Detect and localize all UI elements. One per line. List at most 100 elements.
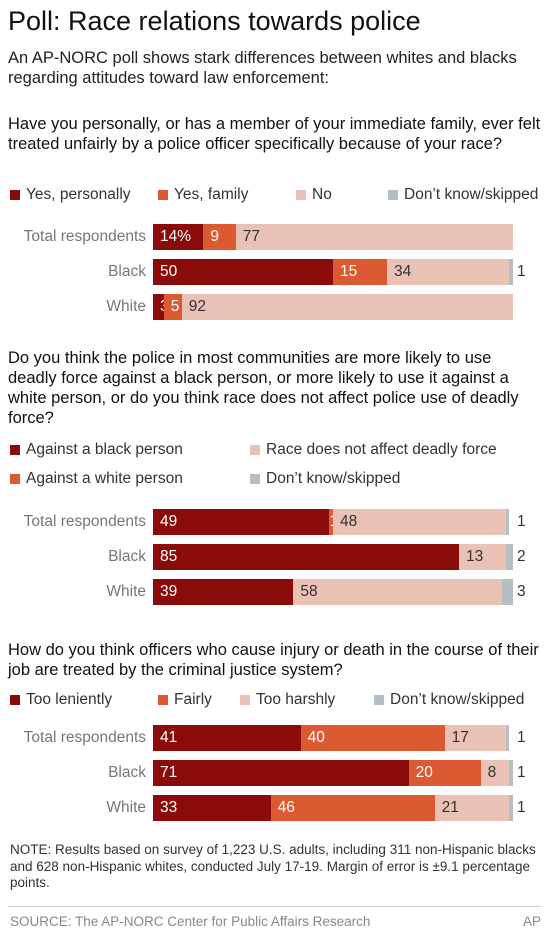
- question-3: How do you think officers who cause inju…: [8, 641, 539, 679]
- legend-item: Too leniently: [10, 691, 112, 709]
- row-label: Black: [108, 764, 146, 781]
- legend-label: Too leniently: [26, 691, 113, 708]
- data-label: 85: [160, 548, 178, 565]
- legend-swatch: [158, 695, 168, 705]
- bar-segment: [387, 259, 510, 285]
- data-label: 71: [160, 764, 178, 781]
- row-label: Black: [108, 548, 146, 565]
- data-label: 13: [466, 548, 484, 565]
- legend-swatch: [158, 190, 168, 200]
- question-1: Have you personally, or has a member of …: [8, 115, 541, 153]
- row-label: Total respondents: [23, 228, 146, 245]
- bar-segment: [153, 224, 204, 250]
- data-label: 1: [517, 764, 526, 781]
- bar-segment: [235, 224, 513, 250]
- data-label: 77: [242, 228, 261, 245]
- legend-label: Don’t know/skipped: [404, 186, 539, 203]
- row-label: Black: [108, 263, 146, 280]
- data-label: 41: [160, 729, 178, 746]
- legend-item: No: [296, 186, 332, 204]
- data-label: 21: [441, 799, 459, 816]
- bar-segment: [153, 795, 271, 821]
- data-label: 1: [517, 799, 526, 816]
- legend-swatch: [10, 474, 20, 484]
- page-subtitle: An AP-NORC poll shows stark differences …: [8, 49, 517, 87]
- bar-segment: [444, 725, 506, 751]
- bar-segment: [153, 259, 333, 285]
- bar-segment: [300, 725, 445, 751]
- bar-segment: [480, 760, 510, 786]
- bar-segment: [181, 294, 513, 320]
- legend-label: Don’t know/skipped: [266, 470, 401, 487]
- data-label: 33: [160, 799, 178, 816]
- legend-item: Don’t know/skipped: [388, 186, 538, 204]
- bar-segment: [153, 294, 164, 320]
- bar-segment: [270, 795, 435, 821]
- legend-item: Too harshly: [240, 691, 335, 709]
- legend-item: Against a black person: [10, 441, 183, 459]
- divider: [8, 906, 541, 907]
- data-label: 1: [517, 729, 526, 746]
- legend-swatch: [250, 445, 260, 455]
- legend-label: Don’t know/skipped: [390, 691, 525, 708]
- legend-item: Don’t know/skipped: [250, 470, 400, 488]
- bar-segment: [502, 579, 513, 605]
- data-label: 2: [517, 548, 526, 565]
- legend-item: Against a white person: [10, 470, 183, 488]
- legend-item: Yes, personally: [10, 186, 131, 204]
- legend-label: Yes, personally: [26, 186, 131, 203]
- bar-segment: [153, 760, 409, 786]
- legend-label: Race does not affect deadly force: [266, 441, 497, 458]
- legend-swatch: [10, 190, 20, 200]
- data-label: 20: [415, 764, 433, 781]
- bar-segment: [505, 544, 513, 570]
- bar-segment: [505, 509, 510, 535]
- row-label: White: [106, 799, 146, 816]
- row-label: Total respondents: [23, 513, 146, 530]
- legend-swatch: [10, 445, 20, 455]
- data-label: 46: [277, 799, 295, 816]
- bar-segment: [153, 579, 294, 605]
- note-text: NOTE: Results based on survey of 1,223 U…: [10, 842, 536, 890]
- data-label: 8: [487, 764, 497, 781]
- legend-swatch: [388, 190, 398, 200]
- legend-swatch: [10, 695, 20, 705]
- question-2: Do you think the police in most communit…: [8, 349, 519, 427]
- legend-label: Against a black person: [26, 441, 183, 458]
- data-label: 58: [300, 583, 318, 600]
- bar-segment: [293, 579, 503, 605]
- legend-item: Fairly: [158, 691, 212, 709]
- data-label: 50: [160, 263, 178, 280]
- data-label: 3: [517, 583, 526, 600]
- data-label: 1: [517, 513, 526, 530]
- bar-segment: [333, 509, 506, 535]
- data-label: 5: [170, 298, 180, 315]
- bar-segment: [434, 795, 510, 821]
- bar-segment: [153, 509, 330, 535]
- legend-label: Too harshly: [256, 691, 336, 708]
- row-label: White: [106, 298, 146, 315]
- bar-segment: [408, 760, 481, 786]
- legend-label: No: [312, 186, 332, 203]
- source-text: SOURCE: The AP-NORC Center for Public Af…: [10, 914, 371, 929]
- bar-segment: [505, 725, 510, 751]
- data-label: 17: [451, 729, 469, 746]
- legend-label: Against a white person: [26, 470, 183, 487]
- legend-swatch: [374, 695, 384, 705]
- row-label: Total respondents: [23, 729, 146, 746]
- data-label: 1: [517, 263, 526, 280]
- bar-segment: [203, 224, 236, 250]
- data-label: 34: [394, 263, 412, 280]
- bar-segment: [459, 544, 506, 570]
- data-label: 92: [188, 298, 207, 315]
- legend-item: Race does not affect deadly force: [250, 441, 497, 459]
- bar-segment: [509, 259, 513, 285]
- bar-segment: [329, 509, 333, 535]
- legend-swatch: [250, 474, 260, 484]
- legend-item: Yes, family: [158, 186, 248, 204]
- legend-item: Don’t know/skipped: [374, 691, 524, 709]
- legend-label: Fairly: [174, 691, 212, 708]
- data-label: 40: [307, 729, 325, 746]
- legend-swatch: [296, 190, 306, 200]
- data-label: 39: [160, 583, 178, 600]
